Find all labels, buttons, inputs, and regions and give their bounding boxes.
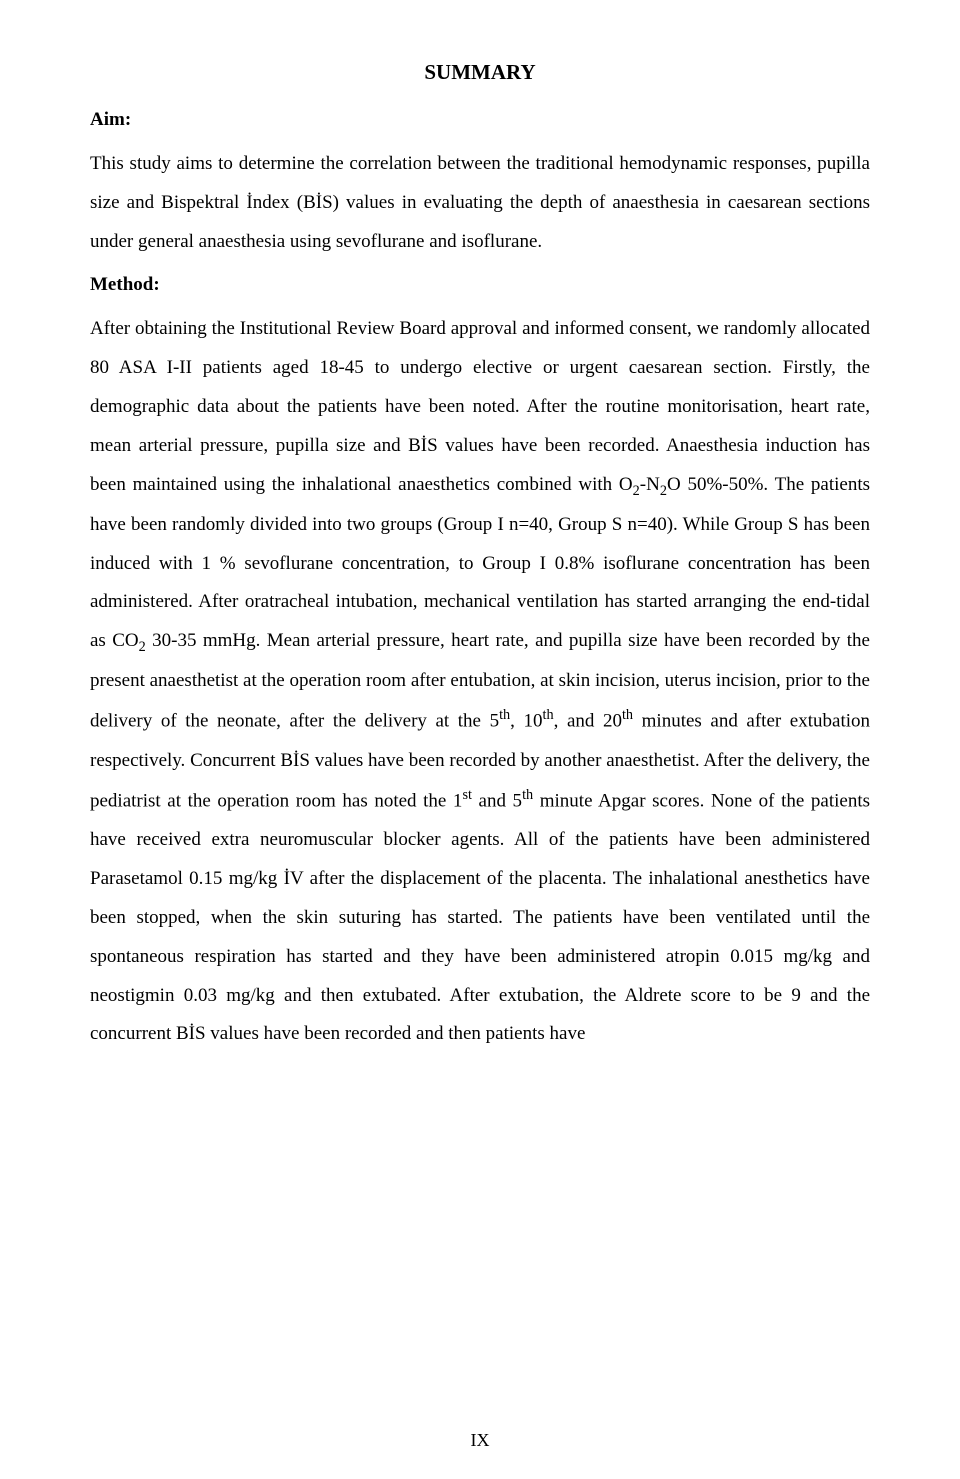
document-page: SUMMARY Aim: This study aims to determin… (0, 0, 960, 1479)
method-text-f: , and 20 (554, 711, 622, 732)
method-text-e: , 10 (510, 711, 542, 732)
method-paragraph: After obtaining the Institutional Review… (90, 310, 870, 1055)
method-text-c: O 50%-50%. The patients have been random… (90, 474, 870, 652)
method-text-b: N (646, 474, 660, 495)
superscript-th: th (499, 707, 510, 723)
method-text-a: After obtaining the Institutional Review… (90, 318, 870, 495)
superscript-th: th (522, 787, 533, 803)
superscript-st: st (462, 787, 472, 803)
method-text-h: and 5 (472, 790, 522, 811)
page-title: SUMMARY (90, 60, 870, 85)
aim-label: Aim: (90, 109, 870, 131)
subscript-2: 2 (633, 482, 640, 498)
method-label: Method: (90, 274, 870, 296)
page-number: IX (0, 1430, 960, 1451)
method-text-i: minute Apgar scores. None of the patient… (90, 790, 870, 1045)
subscript-2: 2 (139, 639, 146, 655)
superscript-th: th (543, 707, 554, 723)
subscript-2: 2 (660, 482, 667, 498)
superscript-th: th (622, 707, 633, 723)
aim-paragraph: This study aims to determine the correla… (90, 145, 870, 262)
